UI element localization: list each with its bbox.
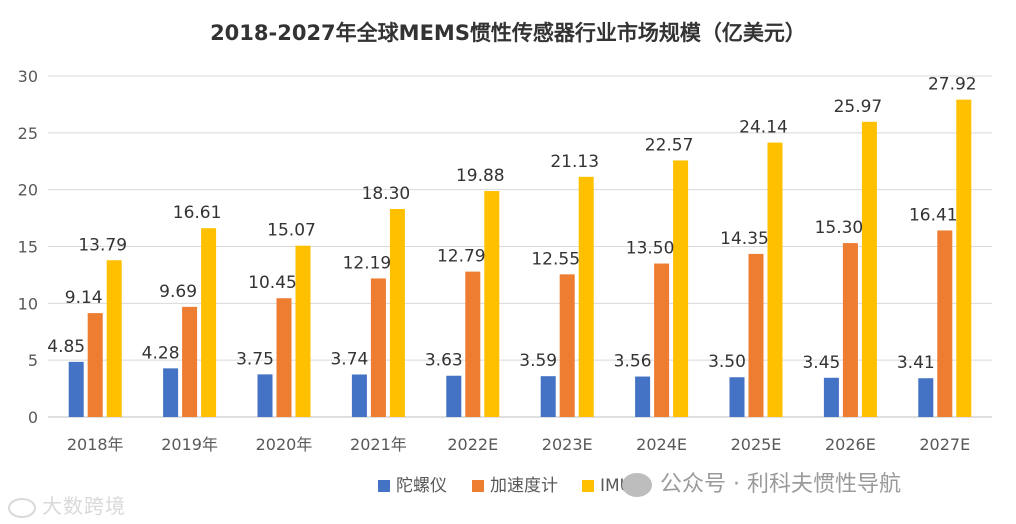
bar-加速度计 [87, 313, 103, 417]
data-label: 15.30 [815, 218, 864, 238]
x-tick-label: 2018年 [67, 435, 124, 454]
data-label: 13.50 [626, 239, 675, 259]
bar-加速度计 [465, 271, 481, 417]
data-label: 18.30 [362, 184, 411, 204]
data-label: 9.14 [65, 288, 103, 308]
legend: 陀螺仪 加速度计 IMU [378, 476, 632, 496]
bar-加速度计 [370, 278, 386, 417]
data-labels: 4.85 9.14 13.79 4.28 9.69 16.61 3.75 10.45 15.07… [47, 75, 976, 374]
legend-swatch [472, 480, 484, 492]
bar-IMU [767, 142, 783, 417]
y-tick-label: 25 [18, 124, 38, 143]
legend-label: 陀螺仪 [396, 476, 447, 496]
data-label: 25.97 [834, 97, 883, 117]
data-label: 3.41 [897, 353, 935, 373]
bar-加速度计 [654, 263, 670, 417]
x-axis: 2018年 2019年 2020年 2021年 2022E 2023E 2024E 2025E… [67, 435, 970, 454]
bar-IMU [861, 121, 877, 417]
y-tick-label: 15 [18, 238, 38, 257]
data-label: 12.55 [531, 249, 580, 269]
wechat-icon [622, 473, 652, 497]
bar-加速度计 [276, 298, 292, 417]
y-tick-label: 5 [28, 351, 38, 370]
x-tick-label: 2025E [731, 435, 782, 454]
bar-加速度计 [937, 230, 953, 417]
data-label: 15.07 [267, 221, 316, 241]
data-label: 3.63 [425, 351, 463, 371]
data-label: 21.13 [550, 152, 599, 172]
y-tick-label: 20 [18, 181, 38, 200]
bar-加速度计 [559, 274, 575, 417]
x-tick-label: 2024E [636, 435, 687, 454]
bar-陀螺仪 [163, 368, 179, 417]
bars [68, 99, 972, 417]
watermark-right: 公众号 · 利科夫惯性导航 [622, 466, 901, 498]
data-label: 14.35 [720, 229, 769, 249]
watermark-left: 大数跨境 [8, 490, 126, 519]
data-label: 4.28 [142, 343, 180, 363]
data-label: 10.45 [248, 273, 297, 293]
bar-IMU [484, 191, 500, 417]
x-tick-label: 2022E [447, 435, 498, 454]
x-tick-label: 2021年 [350, 435, 407, 454]
watermark-left-text: 大数跨境 [42, 494, 126, 518]
x-tick-label: 2027E [919, 435, 970, 454]
y-tick-label: 10 [18, 294, 38, 313]
bar-加速度计 [748, 253, 764, 417]
data-label: 27.92 [928, 75, 977, 95]
x-tick-label: 2026E [825, 435, 876, 454]
data-label: 4.85 [47, 337, 85, 357]
data-label: 24.14 [739, 118, 788, 138]
data-label: 12.19 [343, 253, 392, 273]
bar-IMU [295, 245, 311, 417]
bar-IMU [106, 260, 122, 417]
data-label: 3.74 [330, 349, 368, 369]
x-tick-label: 2020年 [256, 435, 313, 454]
data-label: 12.79 [437, 247, 486, 267]
data-label: 3.75 [236, 349, 274, 369]
bar-陀螺仪 [729, 377, 745, 417]
bar-陀螺仪 [635, 376, 651, 417]
data-label: 22.57 [645, 135, 694, 155]
bar-陀螺仪 [918, 378, 934, 417]
legend-swatch [378, 480, 390, 492]
watermark-right-text: 公众号 · 利科夫惯性导航 [660, 472, 901, 497]
bar-IMU [389, 208, 405, 417]
bar-加速度计 [182, 306, 198, 417]
chart-title: 2018-2027年全球MEMS惯性传感器行业市场规模（亿美元） [210, 21, 806, 45]
bar-陀螺仪 [351, 374, 367, 417]
data-label: 16.61 [173, 203, 222, 223]
data-label: 13.79 [78, 235, 127, 255]
bar-IMU [201, 228, 217, 417]
wechat-icon [8, 497, 36, 518]
data-label: 3.59 [519, 351, 557, 371]
data-label: 3.45 [802, 353, 840, 373]
legend-label: 加速度计 [490, 476, 558, 496]
bar-IMU [956, 99, 972, 417]
bar-陀螺仪 [540, 376, 556, 417]
data-label: 16.41 [909, 205, 958, 225]
bar-陀螺仪 [68, 361, 84, 417]
bar-加速度计 [842, 243, 858, 417]
x-tick-label: 2023E [542, 435, 593, 454]
bar-陀螺仪 [446, 375, 462, 417]
bar-IMU [578, 176, 594, 417]
data-label: 3.56 [614, 352, 652, 372]
data-label: 19.88 [456, 166, 505, 186]
bar-陀螺仪 [823, 377, 839, 417]
data-label: 3.50 [708, 352, 746, 372]
y-axis: 0 5 10 15 20 25 30 [18, 67, 38, 427]
y-tick-label: 0 [28, 408, 38, 427]
legend-swatch [582, 480, 594, 492]
y-tick-label: 30 [18, 67, 38, 86]
bar-陀螺仪 [257, 374, 273, 417]
data-label: 9.69 [159, 282, 197, 302]
x-tick-label: 2019年 [161, 435, 218, 454]
bar-IMU [673, 160, 689, 417]
